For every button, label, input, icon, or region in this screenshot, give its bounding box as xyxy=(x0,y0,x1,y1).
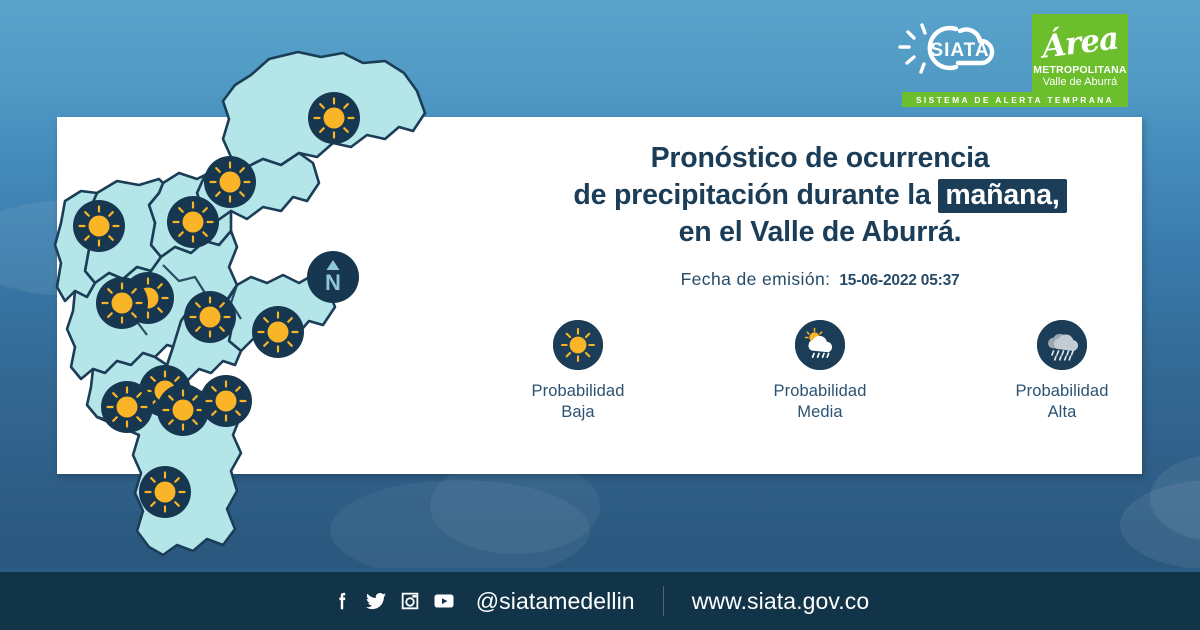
sun-rays xyxy=(313,97,355,139)
map-marker-angel-polis[interactable] xyxy=(139,466,191,518)
map-marker-envigado[interactable] xyxy=(252,306,304,358)
valle-de-aburra-map[interactable]: N xyxy=(53,35,475,575)
sun-rays xyxy=(172,201,214,243)
sun-rays xyxy=(189,296,231,338)
page-title: Pronóstico de ocurrencia de precipitació… xyxy=(500,140,1140,251)
headline-line-2-pre: de precipitación durante la xyxy=(573,179,939,212)
legend-label-baja: Probabilidad Baja xyxy=(531,382,625,421)
legend-item-alta: Probabilidad Alta xyxy=(987,320,1137,423)
emission-date-label: Fecha de emisión: xyxy=(680,269,831,290)
legend-label-alta: Probabilidad Alta xyxy=(1015,382,1109,421)
area-line-1: METROPOLITANA xyxy=(1033,64,1127,76)
cloud-decoration xyxy=(330,480,590,580)
siata-wordmark: SIATA xyxy=(930,40,989,61)
facebook-icon[interactable] xyxy=(331,590,353,612)
map-marker-la-estrella[interactable] xyxy=(101,381,153,433)
siata-tagline: SISTEMA DE ALERTA TEMPRANA xyxy=(902,92,1128,107)
legend-item-baja: Probabilidad Baja xyxy=(503,320,653,423)
area-metropolitana-logo: Área METROPOLITANA Valle de Aburrá xyxy=(1032,14,1128,92)
map-marker-barbosa[interactable] xyxy=(308,92,360,144)
headline-line-3: en el Valle de Aburrá. xyxy=(678,216,962,249)
map-marker-caldas[interactable] xyxy=(157,384,209,436)
cloud-decoration xyxy=(430,458,600,554)
compass-label: N xyxy=(325,270,341,295)
area-script-text: Área xyxy=(1039,20,1121,66)
twitter-icon[interactable] xyxy=(364,589,388,613)
siata-logo: SIATA xyxy=(894,14,1024,86)
north-arrow-icon: N xyxy=(307,251,359,303)
map-marker-medell-n[interactable] xyxy=(96,277,148,329)
emission-date-value: 15-06-2022 05:37 xyxy=(839,272,960,290)
footer-bar: @siatamedellin www.siata.gov.co xyxy=(0,572,1200,630)
map-marker-san-jer-nimo[interactable] xyxy=(73,200,125,252)
map-marker-copacabana[interactable] xyxy=(167,196,219,248)
youtube-icon[interactable] xyxy=(432,589,456,613)
instagram-icon[interactable] xyxy=(399,590,421,612)
sun-rays xyxy=(101,282,143,324)
sun-rays xyxy=(78,205,120,247)
footer-divider xyxy=(0,568,1200,572)
legend-label-media: Probabilidad Media xyxy=(773,382,867,421)
sun-rays xyxy=(257,311,299,353)
forecast-panel: Pronóstico de ocurrencia de precipitació… xyxy=(500,140,1140,423)
footer-separator xyxy=(662,586,664,616)
emission-date: Fecha de emisión: 15-06-2022 05:37 xyxy=(500,269,1140,290)
sun-rays xyxy=(209,161,251,203)
probability-legend: Probabilidad Baja xyxy=(500,320,1140,423)
headline-line-1: Pronóstico de ocurrencia xyxy=(650,142,990,174)
map-marker-itag--[interactable] xyxy=(184,291,236,343)
sun-rays xyxy=(205,380,247,422)
cloud-rain-icon xyxy=(1037,320,1087,371)
sun-rays xyxy=(106,386,148,428)
sun-rays xyxy=(144,471,186,513)
brand-logos: SIATA Área METROPOLITANA Valle de Aburrá xyxy=(894,14,1128,92)
headline-highlight: mañana, xyxy=(938,179,1067,214)
legend-item-media: Probabilidad Media xyxy=(745,320,895,423)
social-icons xyxy=(331,589,456,613)
sun-icon xyxy=(553,320,603,371)
map-marker-girardota[interactable] xyxy=(204,156,256,208)
social-handle[interactable]: @siatamedellin xyxy=(475,587,635,614)
area-line-2: Valle de Aburrá xyxy=(1042,76,1118,88)
map-marker-amag-[interactable] xyxy=(200,375,252,427)
sun-cloud-rain-icon xyxy=(795,320,845,371)
website-url[interactable]: www.siata.gov.co xyxy=(691,587,870,614)
